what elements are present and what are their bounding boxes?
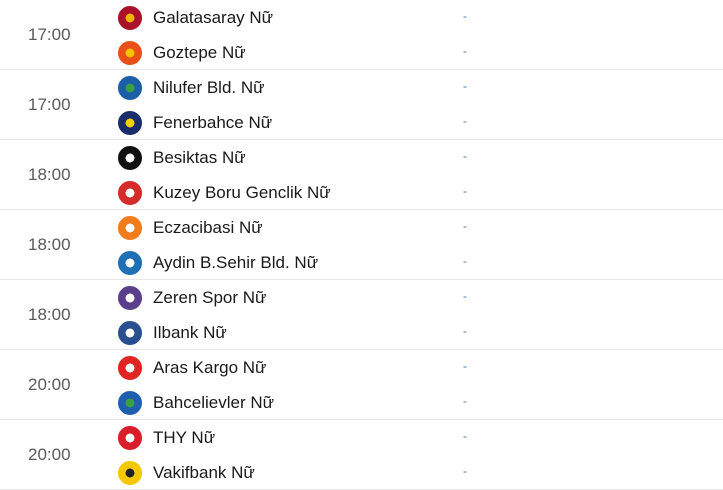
team-away[interactable]: Bahcelievler Nữ: [118, 391, 274, 415]
match-time: 17:00: [28, 95, 71, 114]
match-row[interactable]: 20:00 THY Nữ Vakifbank Nữ - -: [0, 420, 723, 490]
team-name: Aras Kargo Nữ: [153, 358, 267, 377]
team-home[interactable]: Aras Kargo Nữ: [118, 356, 266, 380]
team-name: Zeren Spor Nữ: [153, 288, 267, 307]
match-time: 18:00: [28, 235, 71, 254]
ilbank-logo-icon: [118, 321, 142, 345]
away-score: -: [463, 464, 467, 478]
team-home[interactable]: Besiktas Nữ: [118, 146, 246, 170]
team-name: Besiktas Nữ: [153, 148, 246, 167]
match-row[interactable]: 20:00 Aras Kargo Nữ Bahcelievler Nữ - -: [0, 350, 723, 420]
zeren-spor-logo-icon: [118, 286, 142, 310]
match-time: 17:00: [28, 25, 71, 44]
home-score: -: [463, 429, 467, 443]
team-away[interactable]: Goztepe Nữ: [118, 41, 246, 65]
team-name: Galatasaray Nữ: [153, 8, 274, 27]
kuzey-boru-logo-icon: [118, 181, 142, 205]
bahcelievler-logo-icon: [118, 391, 142, 415]
fenerbahce-logo-icon: [118, 111, 142, 135]
team-name: Ilbank Nữ: [153, 323, 227, 342]
team-name: THY Nữ: [153, 428, 216, 447]
home-score: -: [463, 149, 467, 163]
aydin-logo-icon: [118, 251, 142, 275]
match-row[interactable]: 17:00 Nilufer Bld. Nữ Fenerbahce Nữ - -: [0, 70, 723, 140]
team-home[interactable]: Eczacibasi Nữ: [118, 216, 263, 240]
match-row[interactable]: 18:00 Besiktas Nữ Kuzey Boru Genclik Nữ …: [0, 140, 723, 210]
team-name: Kuzey Boru Genclik Nữ: [153, 183, 331, 202]
team-away[interactable]: Aydin B.Sehir Bld. Nữ: [118, 251, 318, 275]
nilufer-logo-icon: [118, 76, 142, 100]
home-score: -: [463, 219, 467, 233]
match-row[interactable]: 18:00 Eczacibasi Nữ Aydin B.Sehir Bld. N…: [0, 210, 723, 280]
team-name: Fenerbahce Nữ: [153, 113, 273, 132]
team-away[interactable]: Kuzey Boru Genclik Nữ: [118, 181, 331, 205]
team-name: Eczacibasi Nữ: [153, 218, 263, 237]
away-score: -: [463, 184, 467, 198]
team-home[interactable]: Zeren Spor Nữ: [118, 286, 266, 310]
team-name: Aydin B.Sehir Bld. Nữ: [153, 253, 319, 272]
home-score: -: [463, 79, 467, 93]
team-away[interactable]: Fenerbahce Nữ: [118, 111, 272, 135]
team-name: Nilufer Bld. Nữ: [153, 78, 265, 97]
home-score: -: [463, 289, 467, 303]
team-home[interactable]: Nilufer Bld. Nữ: [118, 76, 265, 100]
besiktas-logo-icon: [118, 146, 142, 170]
match-time: 18:00: [28, 305, 71, 324]
team-away[interactable]: Ilbank Nữ: [118, 321, 227, 345]
home-score: -: [463, 9, 467, 23]
goztepe-logo-icon: [118, 41, 142, 65]
team-home[interactable]: Galatasaray Nữ: [118, 6, 273, 30]
team-name: Goztepe Nữ: [153, 43, 246, 62]
match-time: 20:00: [28, 445, 71, 464]
match-time: 18:00: [28, 165, 71, 184]
team-away[interactable]: Vakifbank Nữ: [118, 461, 255, 485]
vakifbank-logo-icon: [118, 461, 142, 485]
away-score: -: [463, 114, 467, 128]
galatasaray-logo-icon: [118, 6, 142, 30]
team-home[interactable]: THY Nữ: [118, 426, 215, 450]
eczacibasi-logo-icon: [118, 216, 142, 240]
away-score: -: [463, 254, 467, 268]
match-row[interactable]: 18:00 Zeren Spor Nữ Ilbank Nữ - -: [0, 280, 723, 350]
home-score: -: [463, 359, 467, 373]
match-time: 20:00: [28, 375, 71, 394]
team-name: Bahcelievler Nữ: [153, 393, 274, 412]
thy-logo-icon: [118, 426, 142, 450]
away-score: -: [463, 394, 467, 408]
away-score: -: [463, 44, 467, 58]
team-name: Vakifbank Nữ: [153, 463, 255, 482]
away-score: -: [463, 324, 467, 338]
aras-kargo-logo-icon: [118, 356, 142, 380]
match-row[interactable]: 17:00 Galatasaray Nữ Goztepe Nữ - -: [0, 0, 723, 70]
